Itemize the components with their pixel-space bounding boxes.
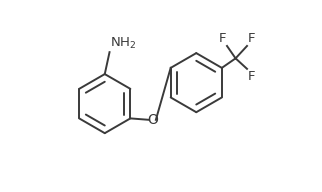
Text: F: F <box>248 70 255 83</box>
Text: F: F <box>219 32 226 45</box>
Text: NH$_2$: NH$_2$ <box>110 36 137 51</box>
Text: F: F <box>248 32 255 45</box>
Text: O: O <box>147 113 158 127</box>
